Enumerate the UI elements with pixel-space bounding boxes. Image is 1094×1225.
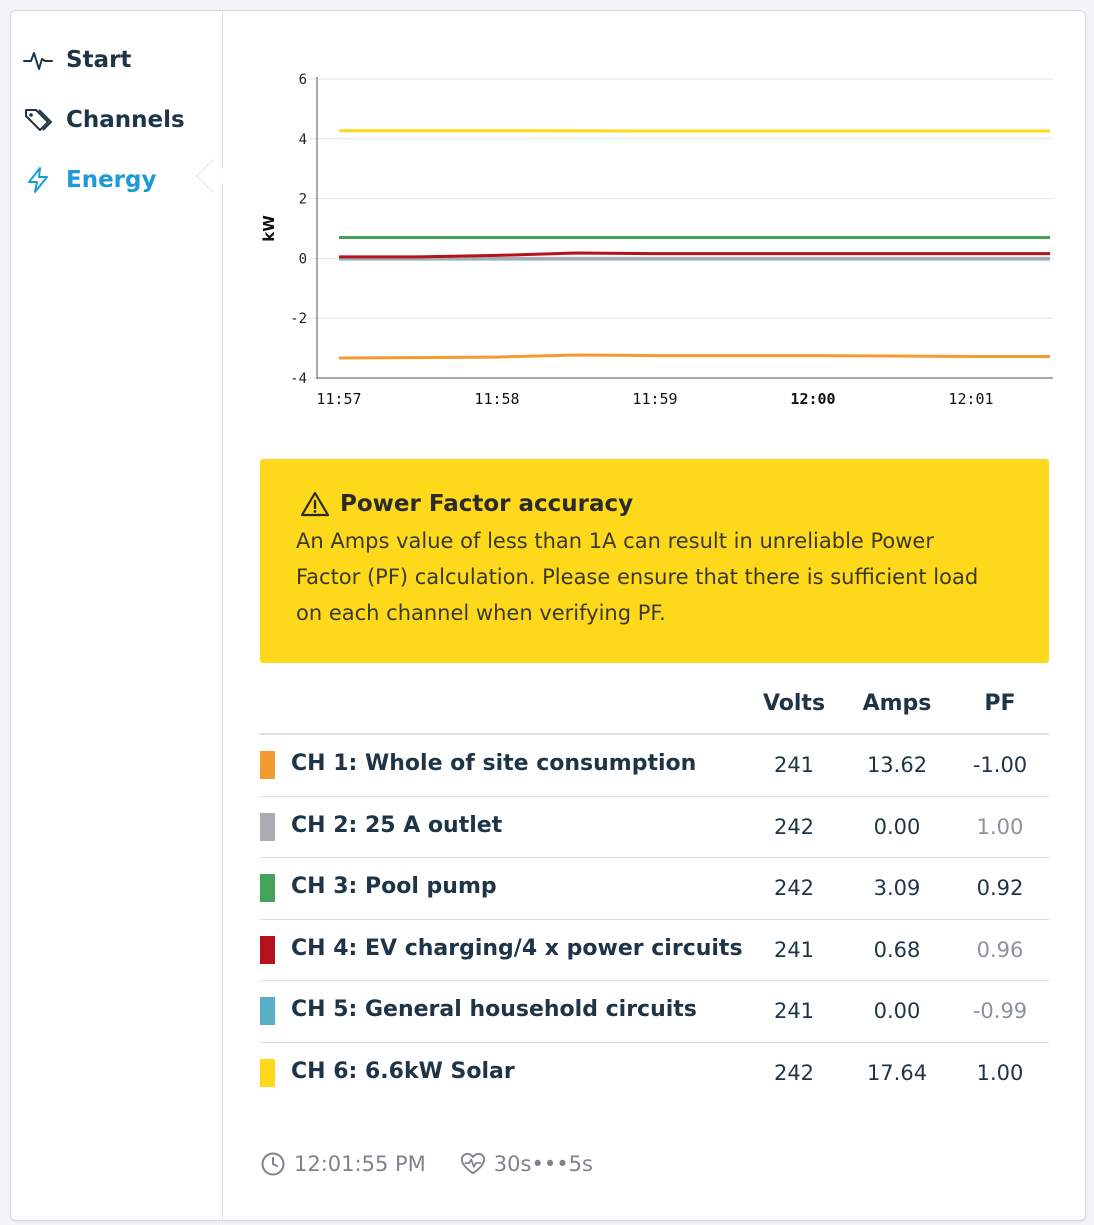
x-tick-label: 11:57: [316, 390, 361, 408]
channel-name: CH 3: Pool pump: [291, 874, 497, 899]
y-tick-label: -4: [290, 371, 307, 387]
channel-color-swatch: [260, 812, 275, 841]
y-tick-label: 6: [299, 72, 307, 88]
channel-color-swatch: [260, 997, 275, 1025]
pulse-icon: [23, 45, 53, 75]
channel-color-swatch: [260, 1058, 275, 1087]
table-row: CH 1: Whole of site consumption 241 13.62 -…: [260, 735, 1049, 797]
x-tick-label: 12:00: [790, 390, 835, 408]
table-row: CH 5: General household circuits 241 0.00 -…: [260, 981, 1049, 1043]
sidebar-item-label: Channels: [66, 107, 185, 133]
power-chart: 6 4 2 0 -2 -4 11:57 11:58 11:59 12:00 12:01 kW: [223, 61, 1073, 421]
heartbeat-icon: [460, 1151, 486, 1177]
table-body: CH 1: Whole of site consumption 241 13.62 -…: [260, 735, 1049, 1104]
amps-value: 13.62: [866, 753, 928, 777]
pf-header: PF: [984, 691, 1016, 716]
warning-title: Power Factor accuracy: [340, 491, 634, 517]
sidebar-item-start[interactable]: Start: [23, 40, 213, 80]
main-content: 6 4 2 0 -2 -4 11:57 11:58 11:59 12:00 12:01 kW Powe…: [223, 11, 1085, 1220]
y-axis-label: kW: [260, 215, 278, 242]
sidebar-item-energy[interactable]: Energy: [23, 160, 213, 200]
amps-value: 0.00: [873, 999, 921, 1023]
amps-value: 0.00: [873, 814, 921, 839]
sidebar-item-label: Energy: [66, 167, 157, 193]
table-row: CH 6: 6.6kW Solar 242 17.64 1.00: [260, 1043, 1049, 1105]
pf-value: -0.99: [972, 999, 1028, 1023]
warning-body: An Amps value of less than 1A can result…: [296, 529, 979, 625]
tags-icon: [23, 105, 53, 135]
y-tick-label: -2: [290, 311, 307, 327]
volts-value: 241: [773, 753, 815, 777]
power-chart-svg: 6 4 2 0 -2 -4 11:57 11:58 11:59 12:00 12:01 kW: [260, 72, 1053, 408]
x-tick-label: 11:59: [632, 390, 677, 408]
y-tick-label: 2: [299, 192, 307, 208]
channel-name: CH 5: General household circuits: [291, 997, 697, 1022]
series-line-ch-1: [338, 353, 1050, 360]
warning-triangle-icon: [300, 489, 330, 519]
volts-value: 242: [773, 876, 815, 900]
clock-icon: [260, 1151, 286, 1177]
channel-name: CH 4: EV charging/4 x power circuits: [291, 935, 743, 961]
table-row: CH 3: Pool pump 242 3.09 0.92: [260, 858, 1049, 920]
status-footer: 12:01:55 PM 30s•••5s: [260, 1151, 627, 1177]
amps-value: 0.68: [873, 937, 921, 962]
amps-value: 3.09: [873, 876, 921, 900]
volts-value: 241: [773, 937, 815, 962]
volts-value: 241: [773, 999, 815, 1023]
pf-value: 0.92: [976, 876, 1024, 900]
sidebar-item-channels[interactable]: Channels: [23, 100, 213, 140]
series-line-ch-4: [339, 251, 1050, 259]
refresh-interval: 30s•••5s: [493, 1152, 593, 1176]
channel-name: CH 2: 25 A outlet: [291, 812, 503, 838]
table-row: CH 2: 25 A outlet 242 0.00 1.00: [260, 797, 1049, 858]
x-tick-label: 12:01: [948, 390, 993, 408]
sidebar-item-label: Start: [66, 47, 132, 73]
channel-name: CH 1: Whole of site consumption: [291, 751, 697, 776]
amps-header: Amps: [862, 691, 932, 716]
x-tick-label: 11:58: [474, 390, 519, 408]
pf-value: 0.96: [976, 937, 1024, 962]
y-tick-label: 0: [299, 251, 307, 267]
channel-table: Volts Amps PF CH 1: Whole of site consum…: [260, 683, 1049, 1104]
volts-header: Volts: [762, 691, 826, 716]
amps-value: 17.64: [866, 1060, 928, 1085]
pf-value: 1.00: [976, 814, 1024, 839]
app-card: Start Channels Energy 6 4 2 0 -2 -4 11:57 11:58…: [10, 10, 1086, 1221]
table-row: CH 4: EV charging/4 x power circuits 241 0…: [260, 920, 1049, 981]
channel-color-swatch: [260, 751, 275, 779]
lightning-icon: [23, 165, 53, 195]
channel-color-swatch: [260, 874, 275, 902]
power-factor-warning: Power Factor accuracy An Amps value of l…: [260, 459, 1049, 663]
table-header: Volts Amps PF: [260, 683, 1049, 735]
volts-value: 242: [773, 1060, 815, 1085]
channel-color-swatch: [260, 935, 275, 964]
sidebar: Start Channels Energy: [11, 11, 223, 1220]
pf-value: -1.00: [972, 753, 1028, 777]
volts-value: 242: [773, 814, 815, 839]
channel-name: CH 6: 6.6kW Solar: [291, 1058, 515, 1084]
pf-value: 1.00: [976, 1060, 1024, 1085]
y-tick-label: 4: [299, 132, 307, 148]
last-updated-time: 12:01:55 PM: [294, 1152, 426, 1176]
